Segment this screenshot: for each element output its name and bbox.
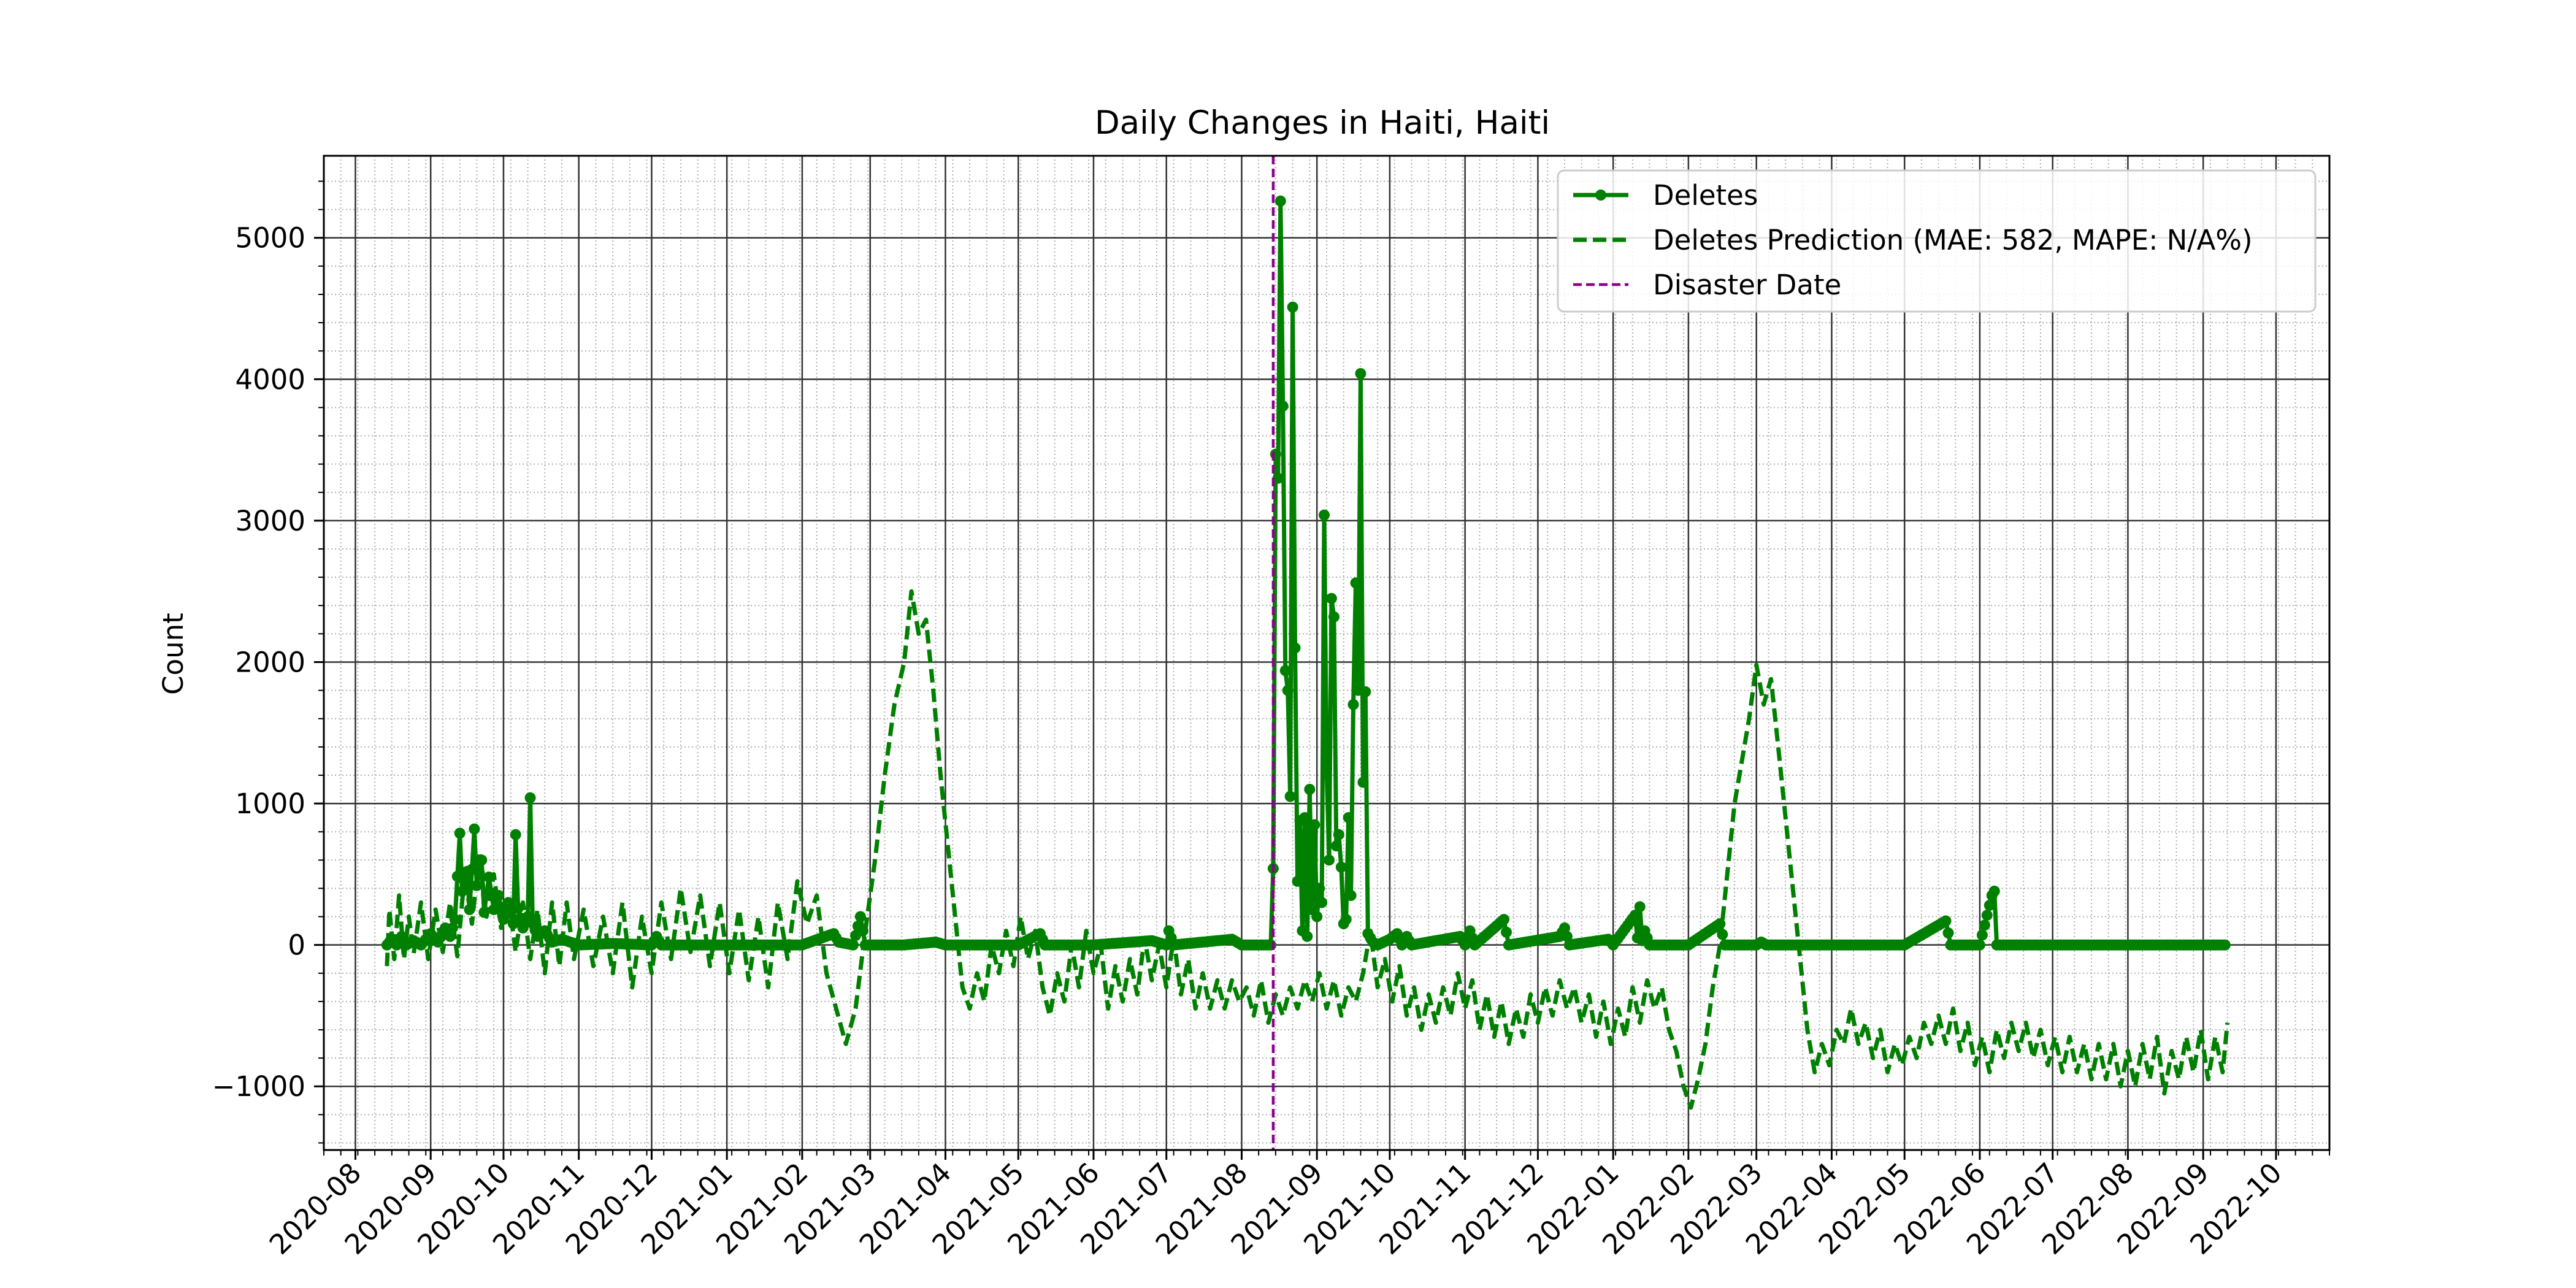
y-tick-label: 2000 <box>235 646 305 678</box>
series-point-deletes <box>456 886 468 897</box>
series-point-deletes <box>1282 684 1294 696</box>
series-point-deletes <box>1979 919 1990 931</box>
y-tick-label: −1000 <box>212 1070 305 1103</box>
series-point-deletes <box>1984 900 1995 911</box>
series-point-deletes <box>1976 929 1988 941</box>
series-point-deletes <box>1324 854 1335 866</box>
series-point-deletes <box>502 897 514 908</box>
series-point-deletes <box>1309 819 1321 830</box>
series-point-deletes <box>1561 930 1573 942</box>
series-point-deletes <box>1501 926 1512 938</box>
series-point-deletes <box>1299 812 1311 824</box>
series-point-deletes <box>1292 875 1303 887</box>
series-point-deletes <box>857 925 868 937</box>
series-point-deletes <box>1629 910 1641 921</box>
series-point-deletes <box>1304 784 1316 795</box>
legend-box <box>1557 169 2317 313</box>
series-point-deletes <box>471 880 483 891</box>
y-axis-label: Count <box>157 613 190 695</box>
series-point-deletes <box>476 854 488 866</box>
series-line-deletes-prediction <box>385 589 2230 1110</box>
legend-label: Deletes <box>1653 179 1758 212</box>
legend-label: Disaster Date <box>1653 269 1841 301</box>
series-point-deletes <box>1284 791 1296 802</box>
series-point-deletes <box>1940 915 1952 927</box>
series-point-deletes <box>1340 914 1352 926</box>
series-point-deletes <box>848 939 859 951</box>
series-point-deletes <box>1265 939 1276 951</box>
series-point-deletes <box>1345 890 1357 901</box>
series-point-deletes <box>1311 911 1323 922</box>
series-point-deletes <box>449 914 461 926</box>
series-point-deletes <box>444 930 456 942</box>
legend-label: Deletes Prediction (MAE: 582, MAPE: N/A%… <box>1653 224 2253 256</box>
series-point-deletes <box>1289 642 1301 654</box>
series-point-deletes <box>1335 861 1347 873</box>
legend-marker <box>1595 190 1606 201</box>
series-point-deletes <box>1981 910 1993 921</box>
series-point-deletes <box>1559 922 1570 933</box>
y-tick-label: 5000 <box>235 222 305 255</box>
plot-area: 2020-082020-092020-102020-112020-122021-… <box>212 155 2331 1261</box>
series-point-deletes <box>464 904 475 915</box>
series-point-deletes <box>1314 883 1325 894</box>
series-point-deletes <box>1942 927 1954 939</box>
series-point-deletes <box>1357 776 1369 788</box>
series-point-deletes <box>459 875 470 887</box>
series-point-deletes <box>1347 699 1359 710</box>
series-point-deletes <box>1325 592 1337 604</box>
series-point-deletes <box>1360 686 1371 697</box>
series-point-deletes <box>1279 665 1291 677</box>
series-point-deletes <box>1277 401 1289 412</box>
series-point-deletes <box>1287 301 1298 313</box>
series-point-deletes <box>1301 930 1313 942</box>
series-point-deletes <box>483 872 495 883</box>
series-point-deletes <box>1355 368 1367 380</box>
series-point-deletes <box>1717 929 1728 940</box>
series-point-deletes <box>1498 914 1509 926</box>
series-point-deletes <box>478 907 490 918</box>
y-tick-label: 0 <box>288 929 305 962</box>
series-point-deletes <box>512 902 524 914</box>
series-point-deletes <box>1343 812 1354 824</box>
series-point-deletes <box>1988 886 2000 897</box>
series-point-deletes <box>447 922 458 933</box>
series-point-deletes <box>524 792 536 803</box>
series-point-deletes <box>1272 472 1284 484</box>
series-point-deletes <box>473 867 485 879</box>
y-tick-label: 3000 <box>235 505 305 537</box>
series-point-deletes <box>493 890 504 901</box>
y-tick-label: 1000 <box>235 788 305 820</box>
series-point-deletes <box>2219 939 2231 951</box>
series-point-deletes <box>1321 762 1332 774</box>
plot-frame <box>323 155 2331 1151</box>
series-point-deletes <box>1333 829 1344 840</box>
series-point-deletes <box>498 914 509 926</box>
series-point-deletes <box>1319 509 1330 521</box>
series-point-deletes <box>1974 939 1985 951</box>
series-point-deletes <box>854 911 866 922</box>
series-point-deletes <box>510 829 521 840</box>
series-point-deletes <box>1350 577 1362 589</box>
series-point-deletes <box>454 827 466 839</box>
y-tick-label: 4000 <box>235 363 305 396</box>
series-point-deletes <box>1330 840 1342 852</box>
series-point-deletes <box>1316 897 1328 908</box>
series-point-deletes <box>1270 448 1281 460</box>
chart-title: Daily Changes in Haiti, Haiti <box>1095 104 1550 142</box>
series-point-deletes <box>1714 918 1726 930</box>
series-point-deletes <box>1328 611 1340 623</box>
series-point-deletes <box>469 823 480 835</box>
series-point-deletes <box>1634 901 1646 913</box>
series-point-deletes <box>1275 195 1286 207</box>
